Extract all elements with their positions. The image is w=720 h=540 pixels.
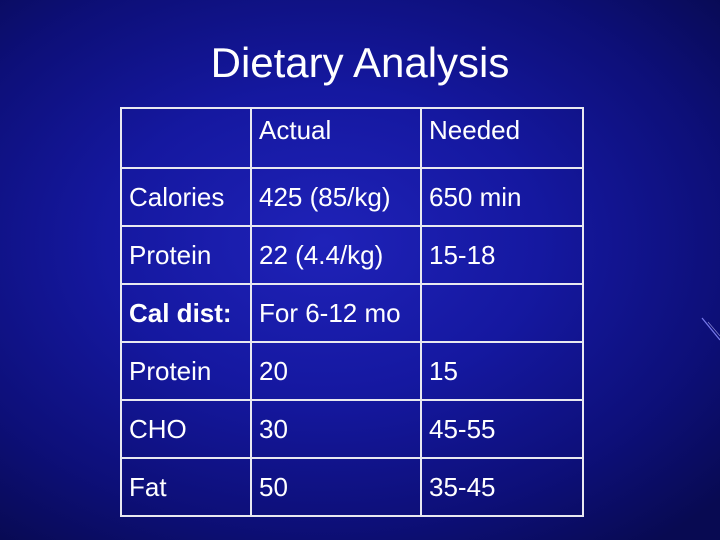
table-row-protein: Protein 22 (4.4/kg) 15-18 [120,225,584,285]
table-row-dist-protein: Protein 20 15 [120,341,584,401]
header-cell-actual: Actual [250,107,422,169]
actual-value: 30 [250,399,422,459]
table-row-dist-fat: Fat 50 35-45 [120,457,584,517]
needed-value: 15 [420,341,584,401]
header-cell-needed: Needed [420,107,584,169]
actual-value: 22 (4.4/kg) [250,225,422,285]
needed-value: 650 min [420,167,584,227]
dietary-analysis-table: Actual Needed Calories 425 (85/kg) 650 m… [120,107,584,517]
table-subheader-row: Cal dist: For 6-12 mo [120,283,584,343]
cal-dist-label: Cal dist: [120,283,252,343]
needed-value: 45-55 [420,399,584,459]
actual-value: 425 (85/kg) [250,167,422,227]
cal-dist-note: For 6-12 mo [250,283,422,343]
header-cell-empty [120,107,252,169]
needed-value: 35-45 [420,457,584,517]
slide-title: Dietary Analysis [210,39,510,86]
table-row-calories: Calories 425 (85/kg) 650 min [120,167,584,227]
row-label: Protein [120,225,252,285]
actual-value: 20 [250,341,422,401]
row-label: Protein [120,341,252,401]
actual-value: 50 [250,457,422,517]
table-row-dist-cho: CHO 30 45-55 [120,399,584,459]
row-label: Calories [120,167,252,227]
row-label: CHO [120,399,252,459]
table-header-row: Actual Needed [120,107,584,169]
empty-cell [420,283,584,343]
needed-value: 15-18 [420,225,584,285]
row-label: Fat [120,457,252,517]
